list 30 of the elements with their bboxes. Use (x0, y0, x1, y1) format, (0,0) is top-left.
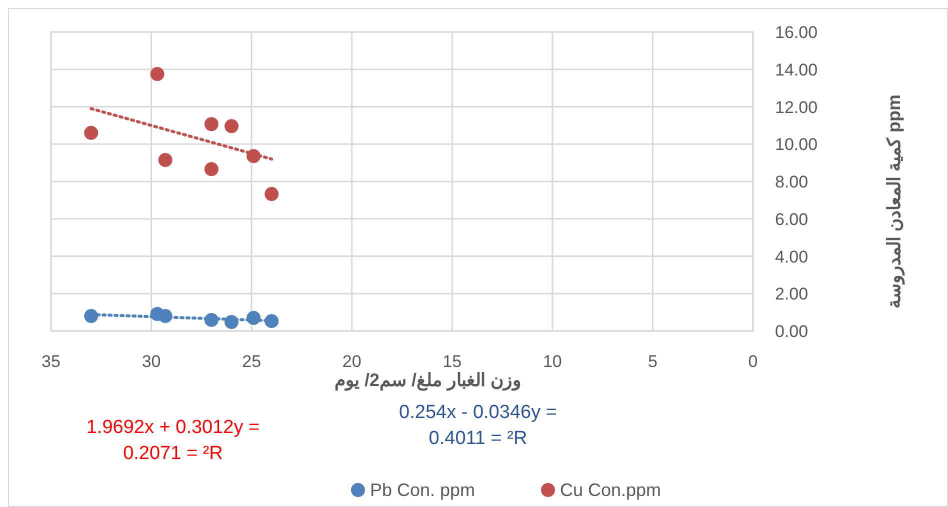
text: 0.254x - 0.0346y = 0.4011 = ²R (399, 402, 557, 449)
point (264, 187, 279, 202)
y-tick-label: 14.00 (775, 60, 818, 80)
point (204, 162, 218, 176)
y-tick-label: 6.00 (775, 210, 808, 229)
y-tick-label: 12.00 (775, 98, 818, 117)
point (204, 117, 218, 132)
point (224, 119, 239, 134)
x-tick-label: 25 (242, 352, 262, 371)
x-tick-label: 30 (142, 352, 161, 371)
y-tick-label: 10.00 (775, 135, 818, 154)
x-tick-label: 35 (42, 352, 60, 371)
x-tick-label: 10 (542, 352, 562, 371)
x-axis-title: وزن الغبار ملغ/ سم2/ يوم (334, 370, 522, 391)
y-axis-title: كمية المعادن المدروسة ppm (884, 94, 905, 309)
y-tick-label: 2.00 (775, 284, 808, 304)
y-tick-label: 4.00 (775, 247, 808, 266)
point (158, 153, 172, 168)
legend-label: Cu Con.ppm (560, 480, 662, 500)
y-tick-label: 8.00 (775, 172, 808, 192)
y-tick-label: 16.00 (775, 23, 818, 42)
point (150, 67, 164, 82)
x-tick-label: 5 (648, 352, 658, 371)
x-tick-label: 20 (342, 352, 362, 371)
legend-label: Pb Con. ppm (370, 480, 476, 500)
x-tick-label: 0 (748, 352, 758, 371)
x-tick-label: 15 (442, 352, 462, 371)
y-tick-label: 0.00 (775, 322, 808, 341)
text: 1.9692x + 0.3012y = 0.2071 = ²R (86, 417, 260, 464)
point (84, 126, 98, 140)
